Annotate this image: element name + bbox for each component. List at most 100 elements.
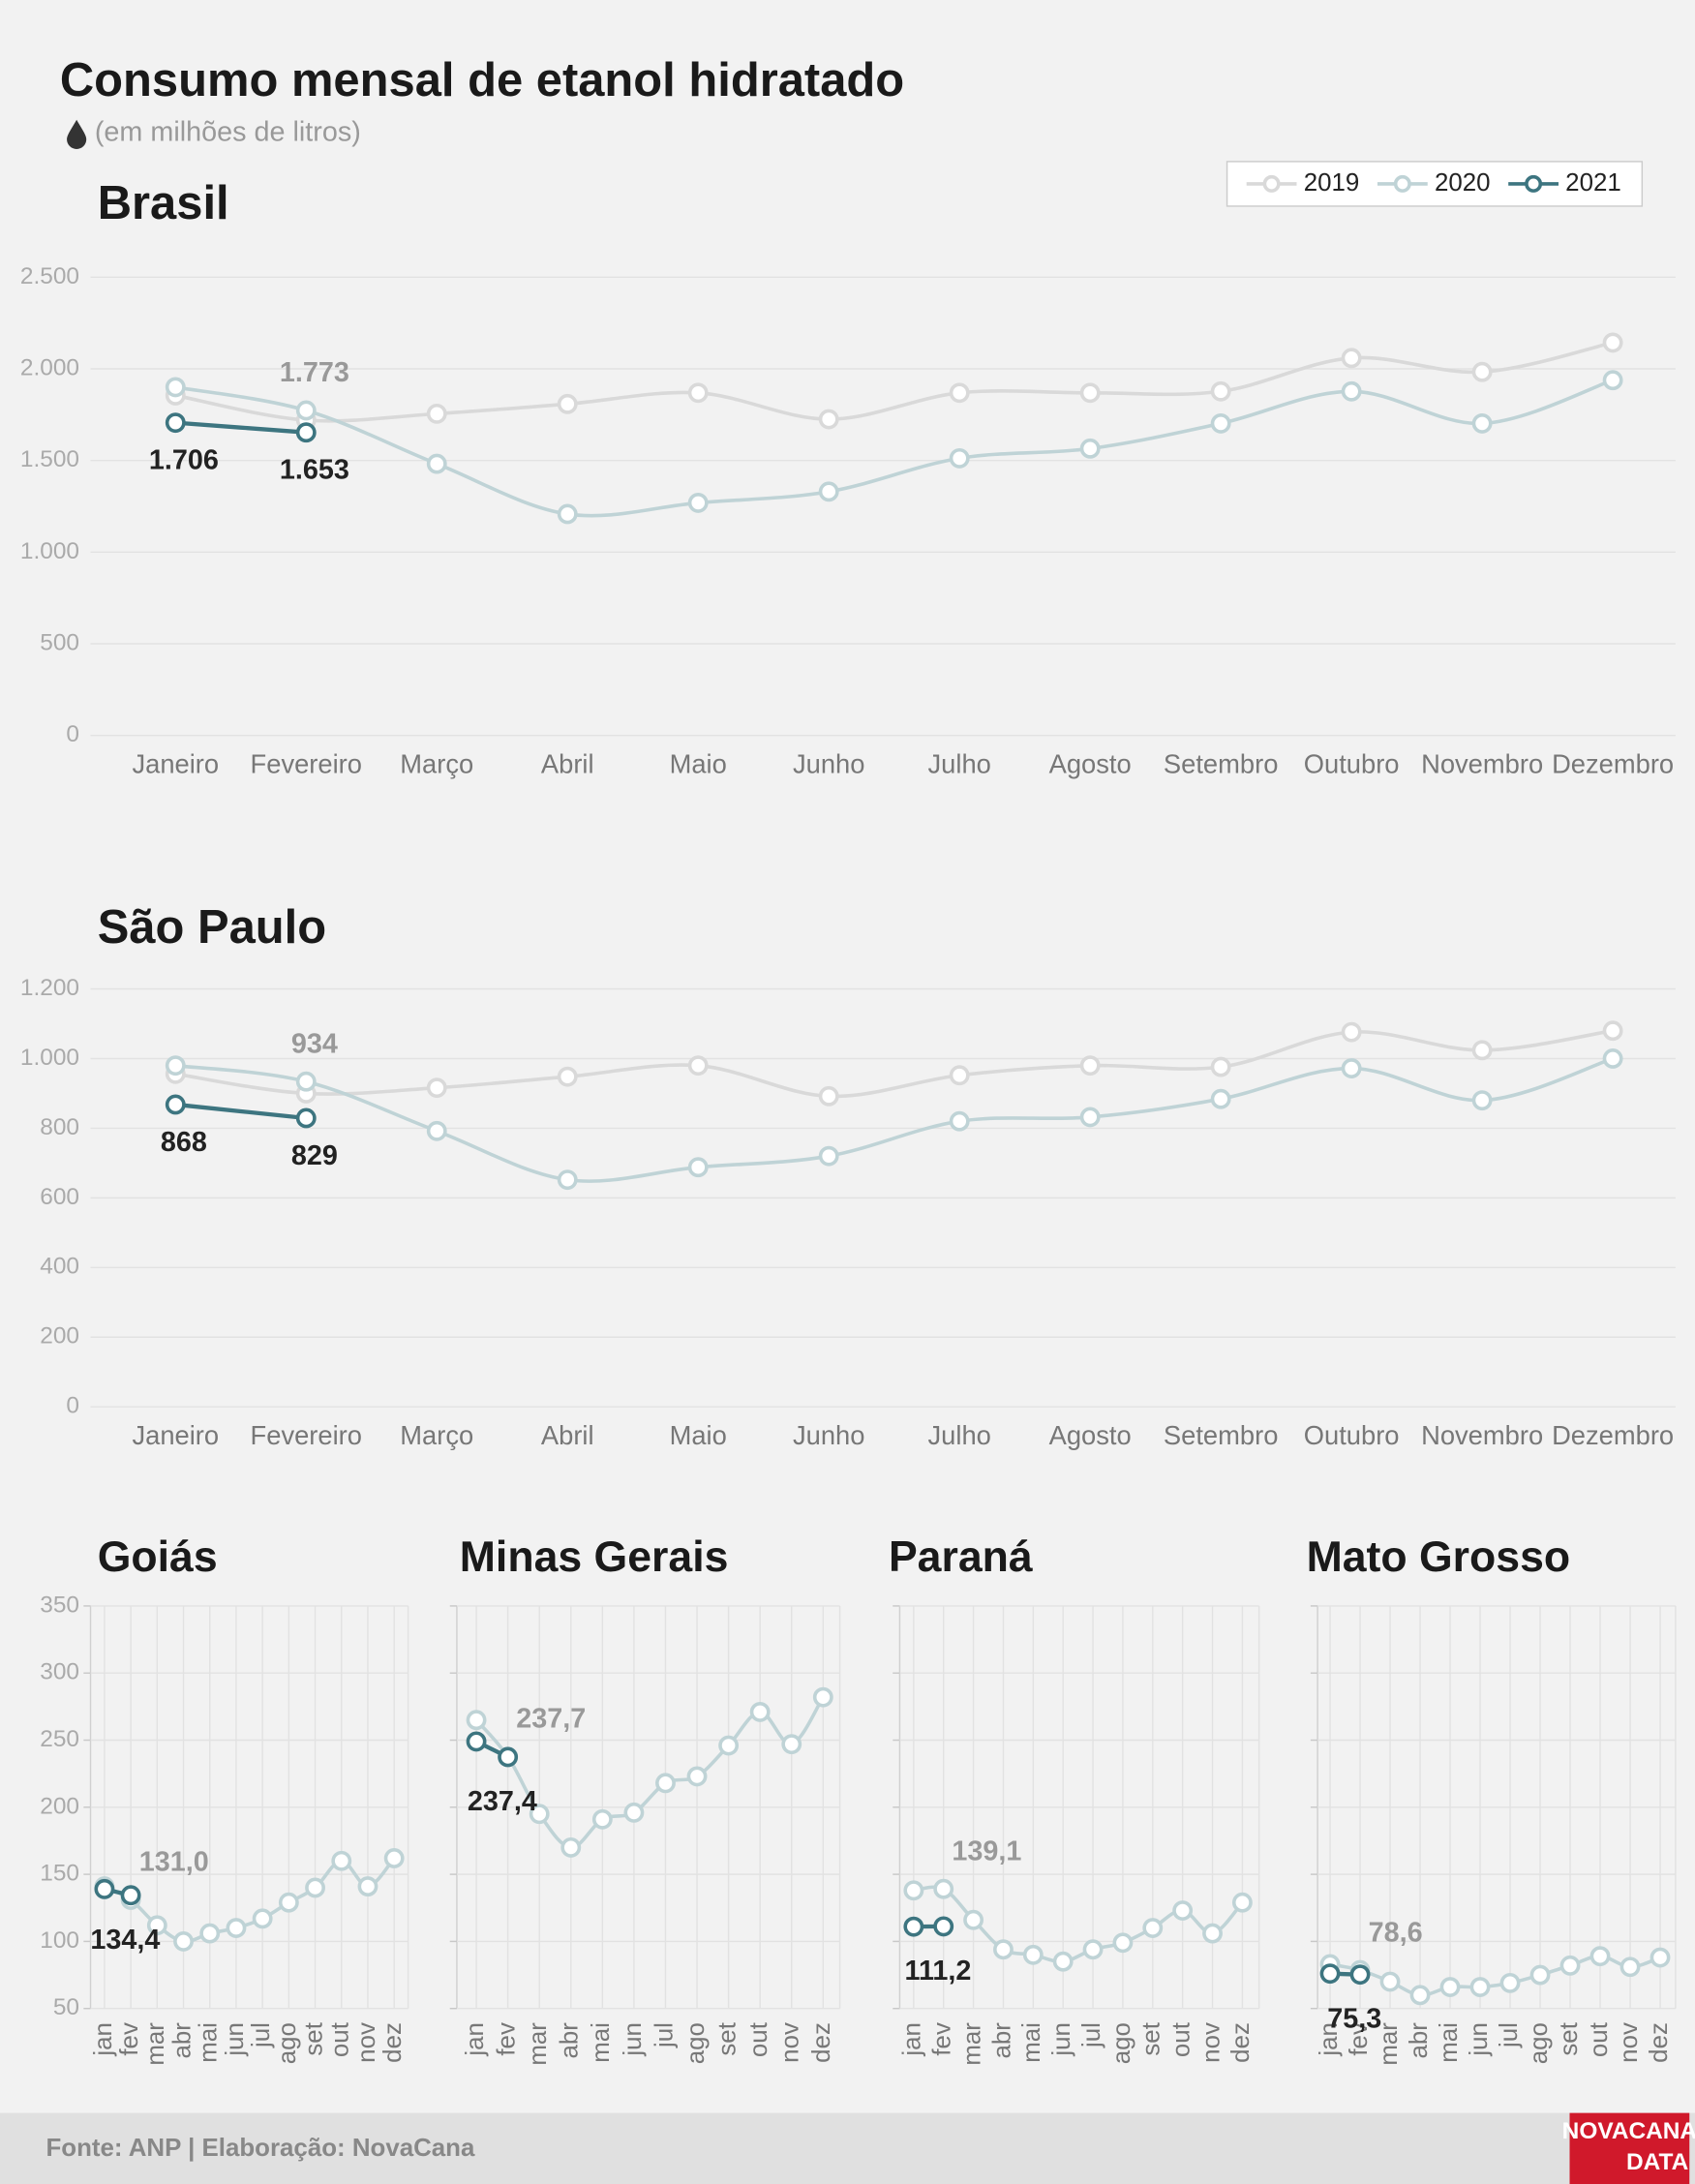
point [818,409,839,430]
point [1559,1955,1581,1976]
point [557,1066,578,1087]
data-label: 829 [291,1140,338,1171]
point [818,1145,839,1167]
y-tick-label: 1.200 [20,975,79,1001]
data-label: 139,1 [952,1835,1021,1866]
point [1319,1963,1341,1985]
logo-text: DATA [1626,2149,1688,2175]
point [1602,1020,1623,1042]
point [687,492,709,513]
x-tick-label: ago [274,2022,301,2064]
point [1210,380,1231,402]
point [252,1908,273,1929]
point [1619,1956,1641,1978]
point [1409,1985,1431,2006]
x-tick-label: jul [1078,2022,1105,2048]
x-tick-label: Fevereiro [251,749,362,779]
point [687,1055,709,1077]
y-tick-label: 600 [40,1184,79,1210]
point [903,1916,924,1937]
x-tick-label: mar [958,2022,985,2066]
x-tick-label: Outubro [1304,1420,1400,1450]
y-tick-label: 2.000 [20,354,79,380]
x-tick-label: nov [353,2022,380,2063]
point [560,1836,582,1858]
x-tick-label: jun [620,2022,647,2057]
x-tick-label: dez [379,2022,407,2063]
x-tick-label: jun [222,2022,249,2057]
point [949,382,970,404]
y-tick-label: 50 [53,1994,79,2020]
point [1650,1947,1671,1968]
point [1202,1923,1223,1944]
point [120,1885,141,1906]
point [278,1892,299,1913]
point [557,393,578,414]
chart-title: Mato Grosso [1307,1533,1571,1581]
x-tick-label: Setembro [1164,749,1278,779]
x-tick-label: jan [462,2022,489,2057]
y-tick-label: 200 [40,1323,79,1350]
logo-text: NOVACANA [1562,2118,1695,2144]
x-tick-label: out [745,2022,772,2057]
point [305,1877,325,1898]
x-tick-label: abr [988,2022,1015,2059]
point [1210,1056,1231,1077]
source: Fonte: ANP | Elaboração: NovaCana [45,2135,475,2162]
legend-marker [1262,174,1281,193]
x-tick-label: abr [1406,2022,1433,2059]
data-label: 1.706 [149,445,219,476]
y-tick-label: 500 [40,629,79,655]
data-label: 75,3 [1327,2004,1381,2035]
point [949,1110,970,1132]
series-line [174,341,1614,423]
x-tick-label: jan [90,2022,117,2057]
x-tick-label: mai [588,2022,615,2063]
point [1471,361,1493,382]
point [295,1107,317,1129]
x-tick-label: nov [777,2022,804,2063]
point [466,1710,487,1731]
x-tick-label: out [1586,2022,1613,2057]
point [1052,1951,1074,1972]
chart-title: São Paulo [98,901,326,954]
x-tick-label: ago [1526,2022,1553,2064]
point [655,1773,676,1794]
point [591,1808,613,1830]
point [466,1731,487,1752]
y-tick-label: 100 [40,1927,79,1954]
footer-band [0,2112,1695,2184]
point [331,1850,352,1871]
point [165,1094,186,1115]
point [1210,1088,1231,1109]
point [426,453,447,474]
y-tick-label: 0 [66,721,79,747]
x-tick-label: nov [1616,2022,1643,2063]
y-tick-label: 200 [40,1793,79,1819]
point [1469,1977,1491,1997]
x-tick-label: ago [1108,2022,1135,2064]
point [1471,412,1493,434]
x-tick-label: set [713,2022,741,2056]
chart-title: Paraná [889,1533,1033,1581]
x-tick-label: Agosto [1049,1420,1132,1450]
point [383,1848,405,1868]
point [1589,1946,1611,1967]
x-tick-label: jan [899,2022,926,2057]
point [718,1735,740,1756]
point [426,1120,447,1141]
x-tick-label: Junho [793,1420,864,1450]
point [1231,1892,1253,1913]
chart-title: Goiás [98,1533,218,1581]
x-tick-label: jul [248,2022,275,2048]
point [993,1939,1014,1960]
y-tick-label: 400 [40,1254,79,1280]
x-tick-label: abr [168,2022,196,2059]
point [1602,370,1623,391]
x-tick-label: Julho [928,749,991,779]
point [165,412,186,434]
x-tick-label: abr [557,2022,584,2059]
x-tick-label: mar [525,2022,552,2066]
